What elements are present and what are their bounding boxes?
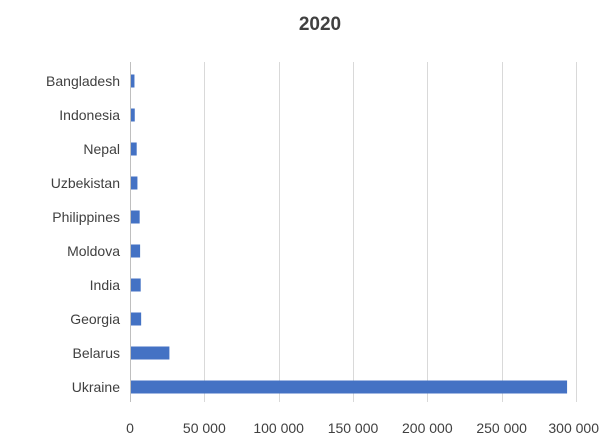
- x-tick-label: 50 000: [183, 420, 226, 436]
- bar: [131, 108, 135, 122]
- x-tick-label: 150 000: [328, 420, 379, 436]
- x-tick-label: 250 000: [476, 420, 527, 436]
- category-label: Uzbekistan: [51, 175, 120, 191]
- category-label: Nepal: [83, 141, 120, 157]
- bar: [131, 380, 568, 394]
- category-label: Ukraine: [72, 379, 120, 395]
- bar: [131, 312, 142, 326]
- x-tick-label: 200 000: [402, 420, 453, 436]
- bar: [131, 346, 170, 360]
- x-tick-label: 300 000: [548, 420, 599, 436]
- bar: [131, 278, 141, 292]
- x-tick-labels: 0 50 000 100 000 150 000 200 000 250 000 300 0…: [126, 420, 599, 436]
- bar: [131, 244, 141, 258]
- x-tick-label: 0: [126, 420, 134, 436]
- bars: [131, 74, 568, 394]
- chart-title: 2020: [299, 14, 341, 35]
- category-labels: Bangladesh Indonesia Nepal Uzbekistan Philip…: [46, 73, 120, 395]
- category-label: Bangladesh: [46, 73, 120, 89]
- bar: [131, 74, 135, 88]
- gridlines: [204, 62, 577, 402]
- bar: [131, 176, 138, 190]
- category-label: Georgia: [70, 311, 120, 327]
- category-label: India: [90, 277, 121, 293]
- category-label: Indonesia: [59, 107, 120, 123]
- category-label: Belarus: [73, 345, 120, 361]
- category-label: Philippines: [52, 209, 120, 225]
- x-tick-label: 100 000: [253, 420, 304, 436]
- category-label: Moldova: [67, 243, 120, 259]
- bar: [131, 210, 140, 224]
- bar: [131, 142, 137, 156]
